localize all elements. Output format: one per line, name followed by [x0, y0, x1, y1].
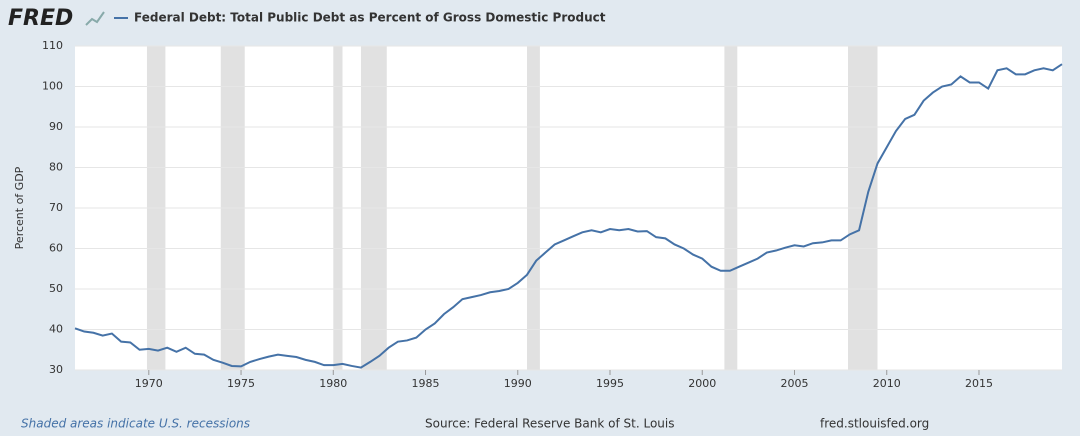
y-tick-label: 90 [49, 120, 63, 133]
x-tick-label: 2010 [873, 377, 901, 390]
y-tick-label: 100 [42, 80, 63, 93]
y-tick-label: 30 [49, 363, 63, 376]
x-tick-label: 1985 [412, 377, 440, 390]
x-tick-label: 2005 [780, 377, 808, 390]
y-tick-label: 70 [49, 201, 63, 214]
x-tick-label: 1980 [319, 377, 347, 390]
x-tick-label: 1970 [135, 377, 163, 390]
legend-label: Federal Debt: Total Public Debt as Perce… [134, 11, 606, 25]
x-tick-label: 1995 [596, 377, 624, 390]
x-tick-label: 2000 [688, 377, 716, 390]
y-axis-label: Percent of GDP [13, 166, 26, 249]
y-tick-label: 80 [49, 161, 63, 174]
footer-note: Shaded areas indicate U.S. recessions [21, 417, 250, 431]
x-tick-label: 1975 [227, 377, 255, 390]
source: Source: Federal Reserve Bank of St. Loui… [425, 417, 674, 431]
y-tick-label: 60 [49, 242, 63, 255]
y-tick-label: 50 [49, 282, 63, 295]
y-tick-label: 110 [42, 39, 63, 52]
y-tick-label: 40 [49, 323, 63, 336]
x-tick-label: 2015 [965, 377, 993, 390]
x-tick-label: 1990 [504, 377, 532, 390]
logo-icon [85, 11, 105, 26]
logo: FRED [8, 6, 73, 31]
site: fred.stlouisfed.org [820, 417, 929, 431]
data-line [74, 63, 1063, 369]
